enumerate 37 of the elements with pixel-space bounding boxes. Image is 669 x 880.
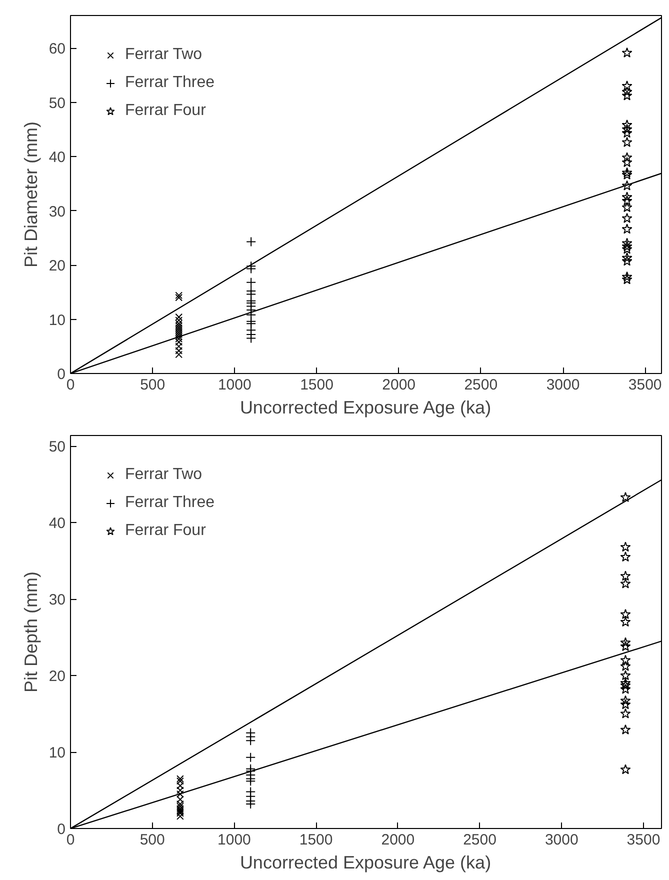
y-tick-label: 20 <box>48 258 66 275</box>
x-tick-label: 1000 <box>218 376 252 394</box>
legend-label: Ferrar Two <box>125 46 202 64</box>
x-tick-label: 2500 <box>464 376 498 394</box>
y-tick-label: 10 <box>48 744 66 762</box>
y-tick-label: 50 <box>48 94 66 112</box>
x-tick-label: 2000 <box>382 376 416 394</box>
y-tick-label: 10 <box>48 312 66 329</box>
legend-label: Ferrar Two <box>125 466 202 484</box>
legend-label: Ferrar Three <box>125 74 215 92</box>
y-tick-label: 50 <box>48 438 66 456</box>
x-tick-label: 1000 <box>218 832 251 848</box>
x-tick-label: 1500 <box>299 832 333 848</box>
y-tick-label: 20 <box>48 668 66 686</box>
y-tick-label: 30 <box>48 203 66 220</box>
x-tick-label: 500 <box>140 832 165 848</box>
x-axis-title: Uncorrected Exposure Age (ka) <box>240 398 492 418</box>
x-axis-title: Uncorrected Exposure Age (ka) <box>240 852 492 872</box>
y-tick-label: 40 <box>48 149 66 166</box>
legend-label: Ferrar Three <box>125 494 215 512</box>
x-tick-label: 3500 <box>626 832 660 848</box>
y-tick-label: 0 <box>57 366 66 383</box>
x-tick-label: 2500 <box>463 832 496 848</box>
legend-label: Ferrar Four <box>125 522 206 540</box>
y-axis-title: Pit Depth (mm) <box>20 571 41 693</box>
x-tick-label: 1500 <box>300 376 334 394</box>
x-tick-label: 3000 <box>544 832 578 848</box>
y-tick-label: 0 <box>57 821 66 838</box>
legend-label: Ferrar Four <box>125 102 206 120</box>
x-tick-label: 2000 <box>381 832 415 848</box>
y-tick-label: 40 <box>48 515 66 532</box>
x-tick-label: 3000 <box>546 376 580 394</box>
y-tick-label: 30 <box>48 592 66 609</box>
x-tick-label: 500 <box>140 376 166 394</box>
x-tick-label: 3500 <box>628 376 662 394</box>
y-axis-title: Pit Diameter (mm) <box>20 121 41 268</box>
y-tick-label: 60 <box>48 40 66 58</box>
